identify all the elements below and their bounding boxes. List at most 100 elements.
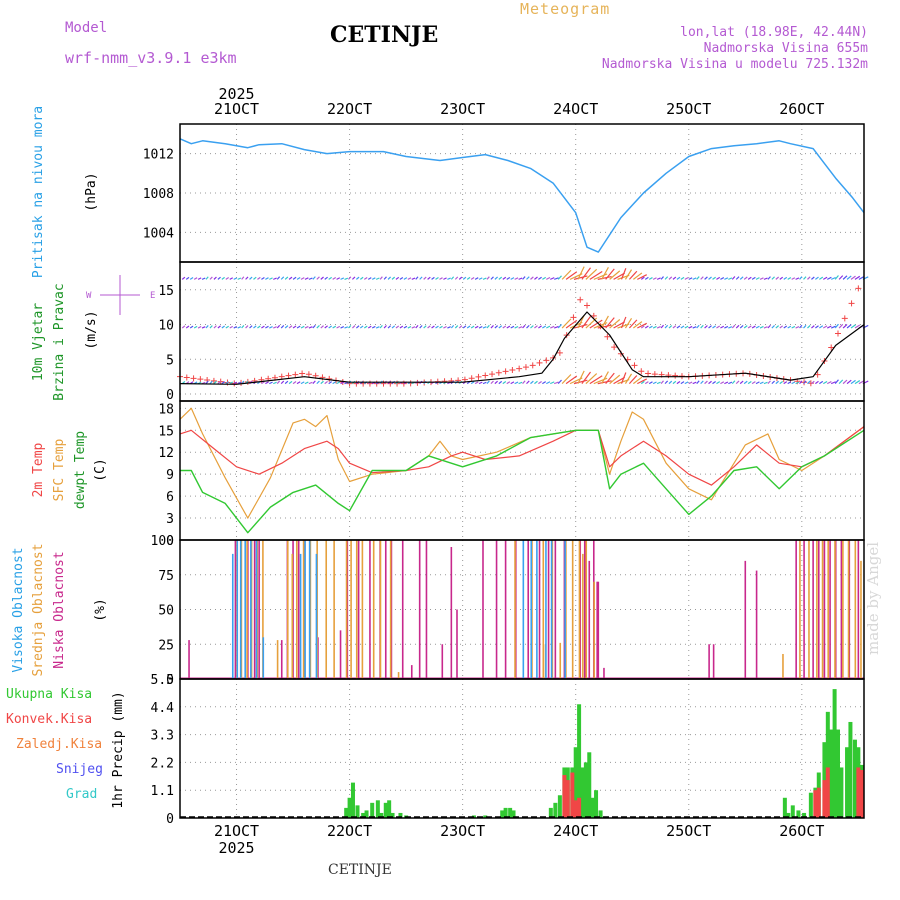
- wind-barb: [692, 277, 697, 280]
- y-tick-label: 50: [158, 604, 174, 619]
- wind-barb: [490, 380, 494, 385]
- wind-barb: [720, 381, 725, 385]
- wind-barb: [316, 325, 320, 329]
- wind-barb: [731, 380, 736, 385]
- wind-barb: [838, 323, 844, 329]
- wind-barb: [613, 376, 626, 385]
- conv-precip-bar: [562, 775, 567, 818]
- wind-barb: [292, 381, 297, 385]
- wind-barb: [672, 325, 677, 329]
- temp-unit: (C): [93, 458, 108, 481]
- wind-barb: [585, 373, 598, 385]
- wind-barb: [692, 381, 697, 385]
- conv-precip-bar: [822, 780, 827, 818]
- wind-barb: [189, 325, 194, 329]
- panel-frame: [179, 261, 865, 402]
- wind-barb: [221, 381, 225, 385]
- total-precip-bar: [594, 790, 599, 818]
- wind-barb: [348, 325, 352, 329]
- meteogram-label: Meteogram: [520, 0, 611, 18]
- wind-barb: [819, 325, 824, 329]
- wind-barb: [494, 380, 498, 385]
- wind-barb: [716, 276, 721, 280]
- wind-barb: [696, 380, 700, 385]
- wind-barb: [399, 276, 404, 280]
- wind-barb: [411, 326, 416, 329]
- wind-barb: [466, 276, 471, 280]
- wind-barb: [351, 325, 356, 329]
- sfc-temp-line: [179, 407, 865, 519]
- wind-barb: [284, 276, 289, 280]
- x-tick-label-bottom: 21OCT: [214, 822, 259, 840]
- wind-barb: [423, 325, 427, 329]
- wind-barb-row: [181, 315, 869, 329]
- wind-barb: [332, 277, 337, 280]
- wind-barb: [419, 325, 423, 329]
- wind-barb: [807, 276, 811, 280]
- wind-barb: [530, 276, 534, 280]
- y-tick-label: 0: [166, 812, 174, 827]
- model-altitude-info: Nadmorska Visina u modelu 725.132m: [601, 57, 868, 72]
- wind-barb: [482, 326, 487, 329]
- wind-barb: [720, 277, 725, 280]
- wind-barb: [462, 325, 467, 329]
- wind-label-1: 10m Vjetar: [31, 303, 46, 381]
- wind-barb: [684, 325, 689, 329]
- gust-marker: [366, 380, 373, 387]
- gust-marker: [482, 372, 489, 379]
- wind-barb: [324, 276, 328, 280]
- wind-barb: [811, 325, 815, 329]
- wind-barb: [593, 273, 608, 280]
- gust-marker: [590, 312, 597, 319]
- wind-barb: [581, 371, 592, 384]
- wind-barb: [510, 381, 515, 385]
- wind-barb: [692, 326, 697, 329]
- wind-barb: [387, 325, 392, 329]
- wind-barb: [656, 381, 661, 385]
- gust-marker: [516, 365, 523, 372]
- cloud-unit: (%): [93, 598, 108, 621]
- y-tick-label: 75: [158, 569, 174, 584]
- wind-barb: [858, 276, 865, 280]
- wind-barb: [514, 381, 519, 385]
- wind-barb: [304, 277, 309, 280]
- wind-barb: [664, 380, 669, 385]
- wind-barb: [561, 269, 572, 280]
- wind-barb: [375, 326, 380, 329]
- wind-barb: [288, 276, 293, 280]
- wind-barb: [704, 325, 708, 329]
- wind-barb: [834, 323, 839, 329]
- wind-barb: [288, 325, 293, 329]
- wind-barb: [803, 276, 807, 280]
- gust-marker: [285, 372, 292, 379]
- wind-barb: [601, 266, 609, 280]
- wind-barb: [340, 277, 345, 280]
- wind-barb: [367, 277, 372, 280]
- wind-barb: [482, 277, 487, 280]
- wind-barb: [581, 316, 592, 329]
- wind-barb: [399, 325, 404, 329]
- wind-barb: [344, 326, 349, 329]
- wind-barb: [803, 380, 807, 385]
- wind-barb: [276, 324, 281, 329]
- y-tick-label: 3.3: [151, 729, 174, 744]
- gust-marker: [604, 333, 611, 340]
- total-precip-bar: [829, 729, 834, 818]
- wind-barb: [554, 277, 559, 280]
- wind-barb: [589, 319, 603, 329]
- wind-barb: [185, 276, 190, 280]
- wind-barb: [538, 325, 542, 329]
- wind-barb: [478, 381, 483, 385]
- wind-barb: [755, 277, 760, 280]
- x-tick-label-bottom: 25OCT: [666, 822, 711, 840]
- wind-barb: [759, 325, 764, 329]
- wind-barb: [486, 380, 490, 385]
- wind-barb: [554, 381, 559, 385]
- wind-barb: [637, 322, 648, 329]
- wind-barb: [359, 325, 364, 329]
- wind-barb: [249, 325, 253, 329]
- wind-barb: [565, 271, 578, 280]
- y-tick-label: 0: [166, 673, 174, 688]
- wind-barb: [209, 276, 213, 280]
- gust-marker: [807, 380, 814, 387]
